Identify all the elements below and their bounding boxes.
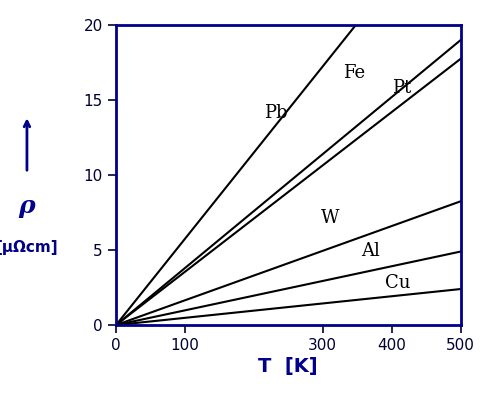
X-axis label: T  [K]: T [K]: [259, 357, 318, 377]
Text: Pb: Pb: [264, 104, 288, 122]
Text: Cu: Cu: [385, 274, 410, 292]
Text: ρ: ρ: [19, 194, 35, 218]
Text: Al: Al: [361, 242, 380, 260]
Text: Fe: Fe: [343, 63, 366, 82]
Text: W: W: [321, 209, 340, 227]
Text: Pt: Pt: [392, 79, 411, 96]
Text: [μΩcm]: [μΩcm]: [0, 240, 58, 255]
